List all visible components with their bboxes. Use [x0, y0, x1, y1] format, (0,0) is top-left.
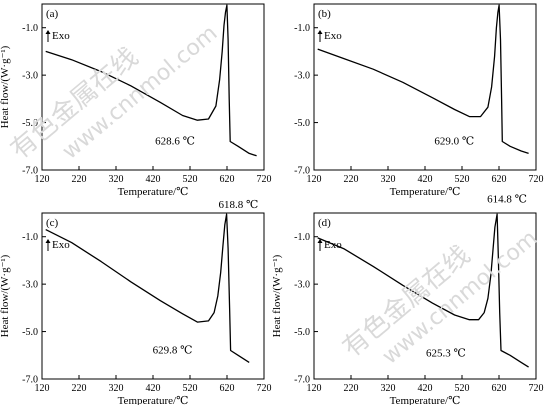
endset-annotation: 628.6 ℃	[155, 136, 195, 148]
exo-arrow-head	[317, 239, 323, 243]
x-axis-title: Temperature/℃	[390, 186, 461, 198]
chart-panel-a: 120 220 320 420 520 620 720 -1.0 -3.0 -5.0 -7.0 Tem…	[0, 0, 272, 198]
exo-arrow-head	[45, 30, 51, 34]
x-tick-label: 720	[257, 174, 272, 185]
x-tick-label: 320	[381, 174, 396, 185]
endset-annotation: 629.0 ℃	[434, 136, 474, 148]
y-tick-label: -7.0	[22, 166, 38, 177]
y-tick-label: -5.0	[22, 118, 38, 129]
y-tick-label: -1.0	[22, 232, 38, 243]
x-tick-label: 220	[72, 174, 87, 185]
x-tick-label: 620	[220, 383, 235, 394]
x-tick-label: 620	[220, 174, 235, 185]
y-tick-label: -1.0	[22, 23, 38, 34]
chart-panel-d: 120 220 320 420 520 620 720 -1.0 -3.0 -5.0 -7.0 Tem…	[271, 193, 544, 405]
x-tick-label: 120	[307, 174, 322, 185]
x-tick-label: 420	[146, 383, 161, 394]
series-line	[45, 4, 257, 157]
y-tick-label: -7.0	[294, 375, 310, 386]
x-tick-label: 320	[381, 383, 396, 394]
panel-label: (d)	[318, 217, 331, 229]
y-axis-title: Heat flow/(W·g⁻¹)	[0, 45, 11, 128]
chart-panel-c: 120 220 320 420 520 620 720 -1.0 -3.0 -5.0 -7.0 Tem…	[0, 199, 272, 405]
x-tick-label: 420	[146, 174, 161, 185]
x-tick-label: 720	[257, 383, 272, 394]
x-tick-label: 720	[529, 174, 544, 185]
y-tick-label: -7.0	[294, 166, 310, 177]
peak-annotation: 618.8 ℃	[219, 199, 259, 211]
peak-annotation: 619.7 ℃	[225, 0, 265, 2]
exo-label: Exo	[52, 30, 70, 42]
chart-panel-b: 120 220 320 420 520 620 720 -1.0 -3.0 -5.0 -7.0 Tem…	[294, 0, 543, 198]
y-tick-label: -3.0	[22, 71, 38, 82]
peak-annotation: 620.3 ℃	[495, 0, 535, 2]
x-tick-label: 220	[72, 383, 87, 394]
y-tick-label: -1.0	[294, 232, 310, 243]
x-tick-label: 220	[344, 383, 359, 394]
series-line	[45, 213, 250, 363]
exo-arrow-head	[45, 239, 51, 243]
series-line	[317, 213, 529, 368]
series-line	[317, 4, 529, 155]
y-tick-label: -5.0	[294, 118, 310, 129]
exo-label: Exo	[52, 239, 70, 251]
x-tick-label: 520	[455, 383, 470, 394]
exo-label: Exo	[324, 239, 342, 251]
y-axis-title: Heat flow/(W·g⁻¹)	[0, 254, 11, 337]
endset-annotation: 629.8 ℃	[153, 345, 193, 357]
y-axis-title: Heat flow/(W·g⁻¹)	[271, 254, 283, 337]
endset-annotation: 625.3 ℃	[426, 348, 466, 360]
y-tick-label: -5.0	[22, 327, 38, 338]
x-tick-label: 720	[529, 383, 544, 394]
exo-arrow-head	[317, 30, 323, 34]
x-tick-label: 220	[344, 174, 359, 185]
y-tick-label: -1.0	[294, 23, 310, 34]
x-tick-label: 620	[492, 174, 507, 185]
x-tick-label: 120	[307, 383, 322, 394]
x-tick-label: 520	[455, 174, 470, 185]
exo-label: Exo	[324, 30, 342, 42]
x-tick-label: 520	[183, 174, 198, 185]
peak-annotation: 614.8 ℃	[487, 193, 527, 205]
x-axis-title: Temperature/℃	[118, 186, 189, 198]
x-axis-title: Temperature/℃	[118, 395, 189, 405]
x-tick-label: 320	[109, 383, 124, 394]
x-tick-label: 420	[418, 174, 433, 185]
y-tick-label: -5.0	[294, 327, 310, 338]
x-tick-label: 120	[35, 383, 50, 394]
y-tick-label: -3.0	[294, 280, 310, 291]
x-tick-label: 120	[35, 174, 50, 185]
panel-label: (a)	[46, 8, 59, 20]
x-axis-title: Temperature/℃	[390, 395, 461, 405]
x-tick-label: 320	[109, 174, 124, 185]
plot-frame	[313, 3, 537, 171]
x-tick-label: 520	[183, 383, 198, 394]
x-tick-label: 420	[418, 383, 433, 394]
y-tick-label: -7.0	[22, 375, 38, 386]
y-tick-label: -3.0	[22, 280, 38, 291]
y-tick-label: -3.0	[294, 71, 310, 82]
x-tick-label: 620	[492, 383, 507, 394]
panel-label: (c)	[46, 217, 59, 229]
panel-label: (b)	[318, 8, 331, 20]
